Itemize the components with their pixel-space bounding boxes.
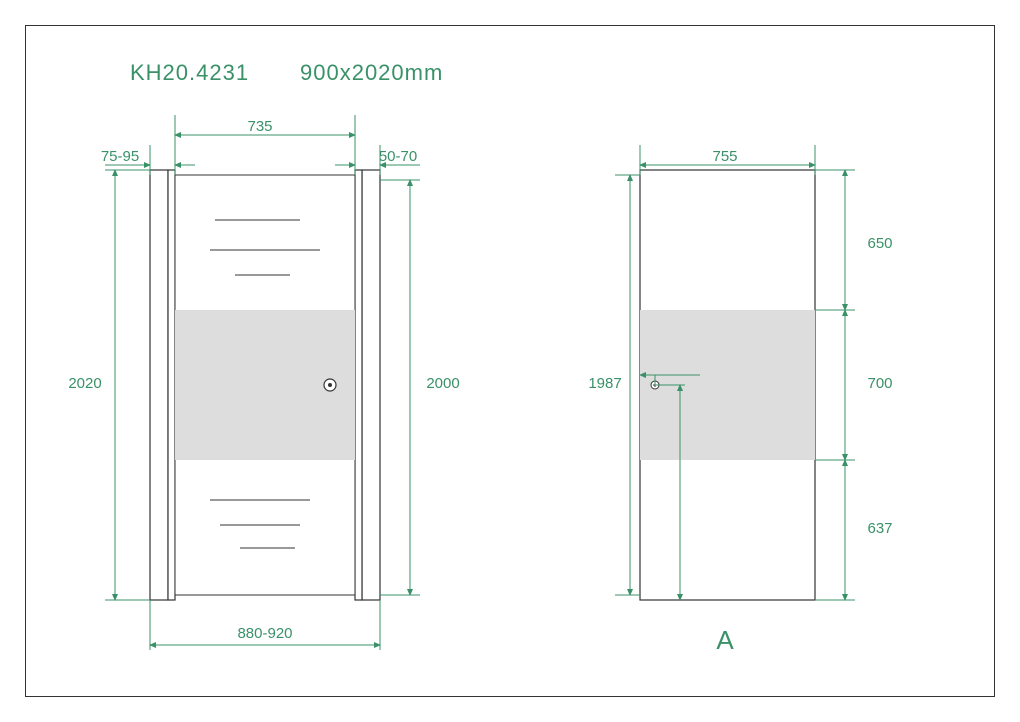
drawing-svg [0,0,1020,722]
